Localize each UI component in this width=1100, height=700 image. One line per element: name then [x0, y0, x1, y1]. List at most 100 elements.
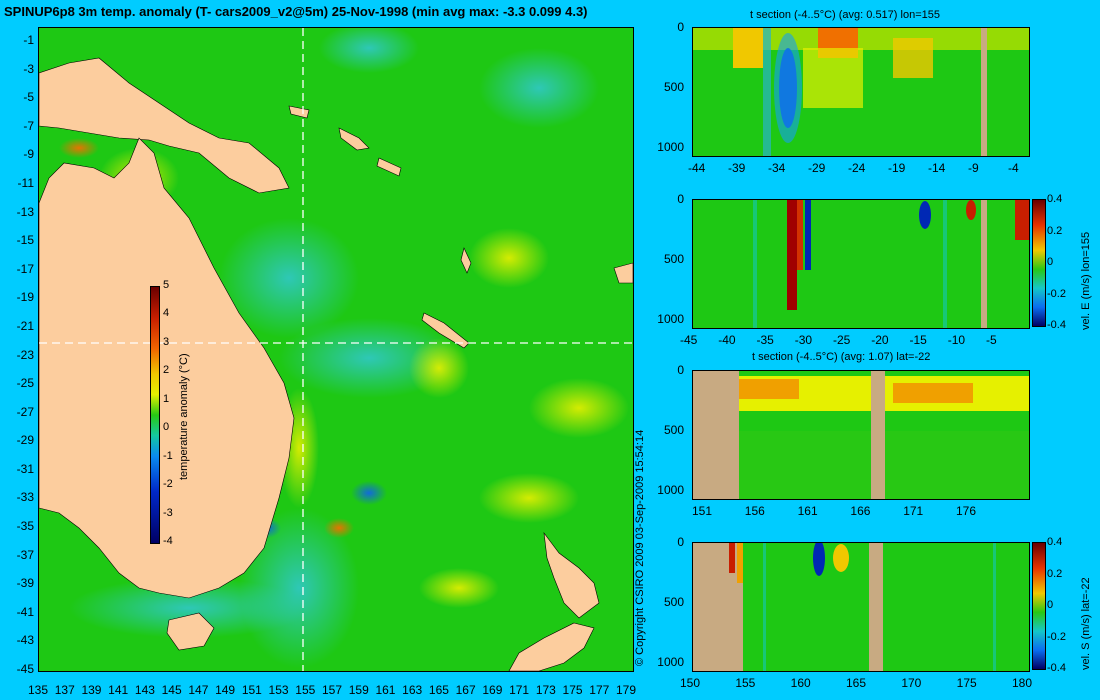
map-lat-tick: -29: [16, 433, 34, 448]
section-x-tick: -34: [768, 161, 786, 175]
map-colorbar-label: temperature anomaly (°C): [178, 353, 190, 480]
section-depth-tick: 0: [677, 535, 684, 549]
section-x-tick: 156: [744, 504, 765, 518]
section-panel-1: [692, 27, 1030, 157]
section-x-tick: -44: [688, 161, 706, 175]
section-depth-tick: 1000: [657, 312, 684, 326]
section-x-tick: 171: [903, 504, 924, 518]
map-lat-tick: -37: [16, 547, 34, 562]
map-colorbar-tick: -4: [163, 535, 173, 547]
map-lon-tick: 165: [428, 683, 449, 697]
map-lon-tick: 179: [616, 683, 637, 697]
map-lat-tick: -35: [16, 519, 34, 534]
map-lat-tick: -33: [16, 490, 34, 505]
section-x-tick: 161: [797, 504, 818, 518]
map-lon-tick: 153: [268, 683, 289, 697]
map-lat-tick: -23: [16, 347, 34, 362]
section-depth-tick: 500: [663, 80, 684, 94]
section-x-tick: -5: [986, 333, 997, 347]
section-colorbar-tick: -0.4: [1047, 662, 1066, 674]
section-x-tick: 151: [692, 504, 713, 518]
anomaly-patches: [59, 28, 629, 668]
section-colorbar-tick: 0.4: [1047, 536, 1063, 548]
section-depth-tick: 0: [677, 192, 684, 206]
section-x-tick: 165: [846, 676, 867, 690]
section-x-tick: -19: [888, 161, 906, 175]
section-colorbar-tick: 0.4: [1047, 193, 1063, 205]
section-x-tick: -29: [808, 161, 826, 175]
section-x-tick: -4: [1008, 161, 1019, 175]
section-x-tick: -35: [756, 333, 774, 347]
map-lon-tick: 141: [108, 683, 129, 697]
section-title-1: t section (-4..5°C) (avg: 0.517) lon=155: [750, 9, 940, 21]
map-lon-tick: 151: [241, 683, 262, 697]
section-colorbar-tick: 0.2: [1047, 567, 1063, 580]
map-lon-tick: 149: [215, 683, 236, 697]
map-lat-tick: -17: [16, 261, 34, 276]
map-lon-tick: 177: [589, 683, 610, 697]
map-lon-tick: 161: [375, 683, 396, 697]
map-colorbar-tick: 1: [163, 392, 170, 405]
map-lat-tick: -9: [23, 147, 34, 162]
t-section-lon155: [693, 28, 1029, 156]
vel-e-colorbar-label: vel. E (m/s) lon=155: [1080, 231, 1092, 330]
map-lat-tick: -19: [16, 290, 34, 305]
map-lat-tick: -3: [23, 61, 34, 76]
map-lat-tick: -41: [16, 604, 34, 619]
section-panel-4: [692, 542, 1030, 672]
map-lon-tick: 169: [482, 683, 503, 697]
map-lon-tick: 143: [134, 683, 155, 697]
map-lon-tick: 137: [54, 683, 75, 697]
map-lon-tick: 157: [322, 683, 343, 697]
section-x-tick: -30: [794, 333, 813, 347]
section-x-tick: 155: [735, 676, 756, 690]
section-colorbar-tick: -0.2: [1047, 630, 1066, 643]
plot-title: SPINUP6p8 3m temp. anomaly (T- cars2009_…: [4, 4, 588, 19]
section-colorbar-tick: 0: [1047, 599, 1054, 611]
section-x-tick: -14: [928, 161, 946, 175]
map-lon-tick: 159: [348, 683, 369, 697]
map-lon-tick: 173: [535, 683, 556, 697]
section-x-tick: -24: [848, 161, 866, 175]
map-colorbar: [150, 286, 160, 544]
section-x-tick: -10: [947, 333, 966, 347]
section-depth-tick: 1000: [657, 655, 684, 669]
section-x-tick: 150: [680, 676, 701, 690]
map-colorbar-tick: -2: [163, 478, 173, 491]
map-lon-tick: 135: [28, 683, 49, 697]
land-masses: [39, 57, 633, 671]
section-x-tick: -25: [833, 333, 851, 347]
map-lat-tick: -15: [16, 233, 34, 248]
map-lat-tick: -31: [16, 461, 34, 476]
section-x-tick: -15: [909, 333, 927, 347]
map-colorbar-tick: 3: [163, 335, 170, 348]
map-lat-tick: -1: [23, 33, 34, 47]
map-colorbar-tick: 0: [163, 421, 170, 434]
vel-s-section-lat-22: [693, 543, 1029, 671]
map-panel: [38, 27, 634, 672]
section-depth-tick: 0: [677, 20, 684, 34]
map-lon-tick: 167: [455, 683, 476, 697]
map-lat-tick: -7: [23, 118, 34, 133]
section-colorbar-tick: 0.2: [1047, 224, 1063, 237]
map-lon-tick: 171: [509, 683, 530, 697]
vel-e-colorbar: [1032, 199, 1046, 327]
section-depth-tick: 1000: [657, 483, 684, 497]
map-lon-tick: 163: [402, 683, 423, 697]
section-x-tick: -9: [968, 161, 979, 175]
map-lat-tick: -13: [16, 204, 34, 219]
map-lat-tick: -43: [16, 633, 34, 648]
section-x-tick: 175: [956, 676, 977, 690]
section-panel-2: [692, 199, 1030, 329]
section-x-tick: 170: [901, 676, 922, 690]
map-colorbar-tick: 2: [163, 364, 170, 377]
section-x-tick: -39: [728, 161, 746, 175]
section-x-tick: -20: [871, 333, 889, 347]
section-x-tick: 160: [790, 676, 811, 690]
section-x-tick: 180: [1012, 676, 1033, 690]
map-colorbar-tick: 5: [163, 279, 170, 291]
section-x-tick: -45: [680, 333, 698, 347]
section-depth-tick: 500: [663, 423, 684, 437]
section-x-tick: -40: [718, 333, 736, 347]
map-lon-tick: 155: [295, 683, 316, 697]
